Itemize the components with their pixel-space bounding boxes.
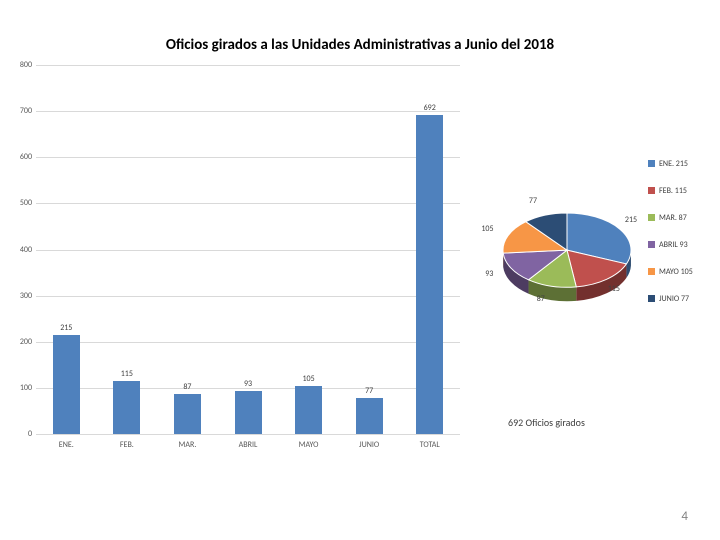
legend-item: ABRIL 93 [648,231,693,258]
bar-value-label: 692 [410,103,450,113]
x-tick-label: ABRIL [218,440,278,450]
y-tick-label: 600 [8,152,32,162]
x-tick-label: MAYO [279,440,339,450]
y-tick-label: 700 [8,106,32,116]
legend-label: FEB. 115 [659,186,687,196]
legend-label: ABRIL 93 [659,240,688,250]
bar [416,115,443,434]
legend-item: ENE. 215 [648,150,693,177]
bar [356,398,383,434]
bar-value-label: 105 [289,374,329,384]
chart-title: Oficios girados a las Unidades Administr… [0,36,720,54]
gridline [36,157,460,158]
bar [174,394,201,434]
legend-swatch [648,214,655,221]
bar-value-label: 93 [228,379,268,389]
legend-item: FEB. 115 [648,177,693,204]
legend-label: ENE. 215 [659,159,688,169]
legend-swatch [648,268,655,275]
gridline [36,203,460,204]
page-number: 4 [681,509,688,524]
legend-item: MAR. 87 [648,204,693,231]
x-tick-label: FEB. [97,440,157,450]
legend-item: MAYO 105 [648,258,693,285]
bar-chart-plot: 0100200300400500600700800215115879310577… [36,65,460,434]
bar-value-label: 87 [167,382,207,392]
x-tick-label: TOTAL [400,440,460,450]
legend-swatch [648,187,655,194]
x-tick-label: JUNIO [339,440,399,450]
legend: ENE. 215 FEB. 115 MAR. 87 ABRIL 93 MAYO 105 J… [648,150,693,312]
y-tick-label: 800 [8,60,32,70]
caption: 692 Oficios girados [508,416,585,429]
legend-label: MAR. 87 [659,213,687,223]
y-tick-label: 500 [8,198,32,208]
bar [235,391,262,434]
page: Oficios girados a las Unidades Administr… [0,0,720,540]
gridline [36,434,460,435]
bar-value-label: 115 [107,369,147,379]
bar-chart: 0100200300400500600700800215115879310577… [30,65,460,460]
pie-value-label: 93 [485,269,493,279]
gridline [36,111,460,112]
x-tick-label: ENE. [36,440,96,450]
bar [113,381,140,434]
bar [53,335,80,434]
bar [295,386,322,434]
legend-label: JUNIO 77 [659,294,689,304]
bar-value-label: 215 [46,323,86,333]
legend-item: JUNIO 77 [648,285,693,312]
legend-label: MAYO 105 [659,267,693,277]
y-tick-label: 100 [8,383,32,393]
pie-value-label: 215 [625,215,637,225]
y-tick-label: 0 [8,429,32,439]
gridline [36,296,460,297]
pie-value-label: 87 [537,294,545,304]
pie-chart: 215115879310577 [499,209,635,305]
pie-value-label: 115 [608,284,620,294]
legend-swatch [648,295,655,302]
pie-value-label: 105 [481,224,493,234]
pie-value-label: 77 [529,196,537,206]
gridline [36,250,460,251]
x-tick-label: MAR. [157,440,217,450]
legend-swatch [648,241,655,248]
y-tick-label: 200 [8,337,32,347]
y-tick-label: 400 [8,245,32,255]
y-tick-label: 300 [8,291,32,301]
bar-value-label: 77 [349,386,389,396]
legend-swatch [648,160,655,167]
gridline [36,65,460,66]
gridline [36,342,460,343]
